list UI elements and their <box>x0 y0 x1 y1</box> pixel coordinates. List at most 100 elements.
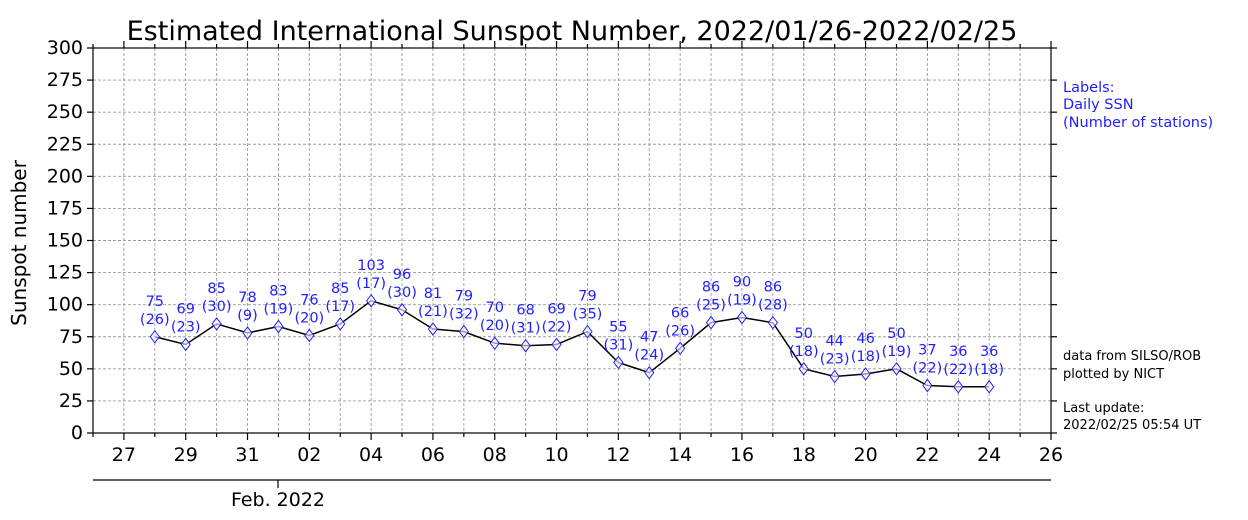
value-label: 75 <box>146 294 164 310</box>
value-label: 50 <box>887 326 905 342</box>
value-label: 81 <box>424 286 442 302</box>
credit-note: data from SILSO/ROB plotted by NICT <box>1063 349 1201 382</box>
data-point-marker <box>984 379 995 394</box>
y-tick-label: 125 <box>47 262 83 284</box>
data-point-marker <box>798 362 809 376</box>
legend-line-2: Daily SSN <box>1063 97 1134 113</box>
data-point-marker <box>613 355 624 370</box>
x-tick-label: 02 <box>297 444 321 466</box>
x-tick-label: 10 <box>544 444 568 466</box>
value-label: 55 <box>609 319 627 335</box>
y-tick-label: 25 <box>59 390 83 412</box>
station-label: (31) <box>603 337 633 353</box>
value-label: 103 <box>357 258 385 274</box>
y-tick-label: 150 <box>47 230 83 252</box>
x-tick-label: 14 <box>668 444 692 466</box>
data-point-marker <box>520 338 531 353</box>
station-label: (20) <box>480 318 510 334</box>
legend-line-3: (Number of stations) <box>1063 115 1213 131</box>
y-tick-label: 75 <box>59 326 83 348</box>
value-label: 36 <box>949 344 967 360</box>
y-tick-label: 100 <box>47 294 83 316</box>
y-tick-label: 250 <box>47 101 83 123</box>
data-point-marker <box>396 302 408 317</box>
station-label: (28) <box>758 298 788 314</box>
station-label: (26) <box>140 312 170 328</box>
data-point-marker <box>304 328 315 343</box>
station-label: (18) <box>851 349 881 365</box>
x-tick-label: 08 <box>483 444 507 466</box>
station-label: (22) <box>913 361 943 377</box>
station-label: (30) <box>387 285 417 301</box>
legend-line-1: Labels: <box>1063 80 1115 96</box>
x-tick-label: 26 <box>1039 444 1063 466</box>
month-label: Feb. 2022 <box>231 489 325 511</box>
value-label: 70 <box>486 300 504 316</box>
data-point-marker <box>705 315 717 330</box>
station-label: (23) <box>171 319 201 335</box>
labels-legend: Labels: Daily SSN (Number of stations) <box>1063 80 1213 131</box>
station-label: (18) <box>789 344 819 360</box>
data-point-marker <box>891 362 902 376</box>
x-axis-ticks: 27 29 31 02 04 06 08 10 12 14 16 18 20 22 24 26 <box>92 41 1063 466</box>
data-point-marker <box>736 310 748 325</box>
update-line-2: 2022/02/25 05:54 UT <box>1063 418 1201 433</box>
station-label: (31) <box>511 321 541 337</box>
station-label: (35) <box>573 307 603 323</box>
y-tick-label: 0 <box>71 422 83 444</box>
y-tick-label: 225 <box>47 133 83 155</box>
data-point-marker <box>922 378 933 393</box>
y-tick-label: 50 <box>59 358 83 380</box>
value-label: 37 <box>918 343 936 359</box>
data-point-marker <box>335 317 346 331</box>
value-label: 96 <box>393 267 411 283</box>
station-label: (21) <box>418 304 448 320</box>
value-label: 69 <box>176 301 194 317</box>
station-label: (19) <box>264 301 294 317</box>
station-label: (25) <box>696 298 726 314</box>
station-label: (30) <box>202 299 232 315</box>
station-label: (18) <box>974 362 1004 378</box>
station-label: (9) <box>237 308 258 324</box>
data-point-marker <box>767 315 778 330</box>
station-label: (19) <box>882 344 912 360</box>
x-tick-label: 04 <box>359 444 383 466</box>
update-line-1: Last update: <box>1063 401 1144 416</box>
x-tick-label: 29 <box>174 444 198 466</box>
value-label: 76 <box>300 292 318 308</box>
value-label: 78 <box>238 290 256 306</box>
data-point-marker <box>582 324 593 339</box>
value-label: 85 <box>331 281 349 297</box>
x-tick-label: 18 <box>792 444 816 466</box>
value-label: 47 <box>640 330 658 346</box>
data-point-marker <box>829 369 840 384</box>
data-point-marker <box>644 365 655 380</box>
x-tick-label: 06 <box>421 444 445 466</box>
value-label: 66 <box>671 305 689 321</box>
y-tick-label: 275 <box>47 69 83 91</box>
x-tick-label: 20 <box>853 444 877 466</box>
station-label: (17) <box>356 276 386 292</box>
data-point-marker <box>273 319 284 334</box>
value-label: 69 <box>547 301 565 317</box>
data-point-marker <box>366 293 377 308</box>
y-axis-label: Sunspot number <box>7 159 31 325</box>
x-tick-label: 16 <box>730 444 754 466</box>
data-point-marker <box>180 337 191 352</box>
data-point-marker <box>953 379 964 394</box>
station-label: (17) <box>325 299 355 315</box>
value-label: 85 <box>207 281 225 297</box>
data-point-marker <box>489 336 500 350</box>
station-label: (19) <box>727 293 757 309</box>
chart-title: Estimated International Sunspot Number, … <box>127 16 1018 47</box>
x-tick-label: 22 <box>915 444 939 466</box>
data-point-marker <box>551 337 562 352</box>
data-labels: 75 (26) 69 (23) 85 (30) 78 (9) 83 (19) 76 (20) 85 (17… <box>140 258 1004 378</box>
sunspot-series-line <box>154 299 990 388</box>
y-tick-label: 300 <box>47 37 83 59</box>
data-point-marker <box>211 317 222 331</box>
y-tick-label: 175 <box>47 197 83 219</box>
station-label: (22) <box>943 362 973 378</box>
data-point-marker <box>242 326 253 340</box>
x-tick-label: 12 <box>606 444 630 466</box>
